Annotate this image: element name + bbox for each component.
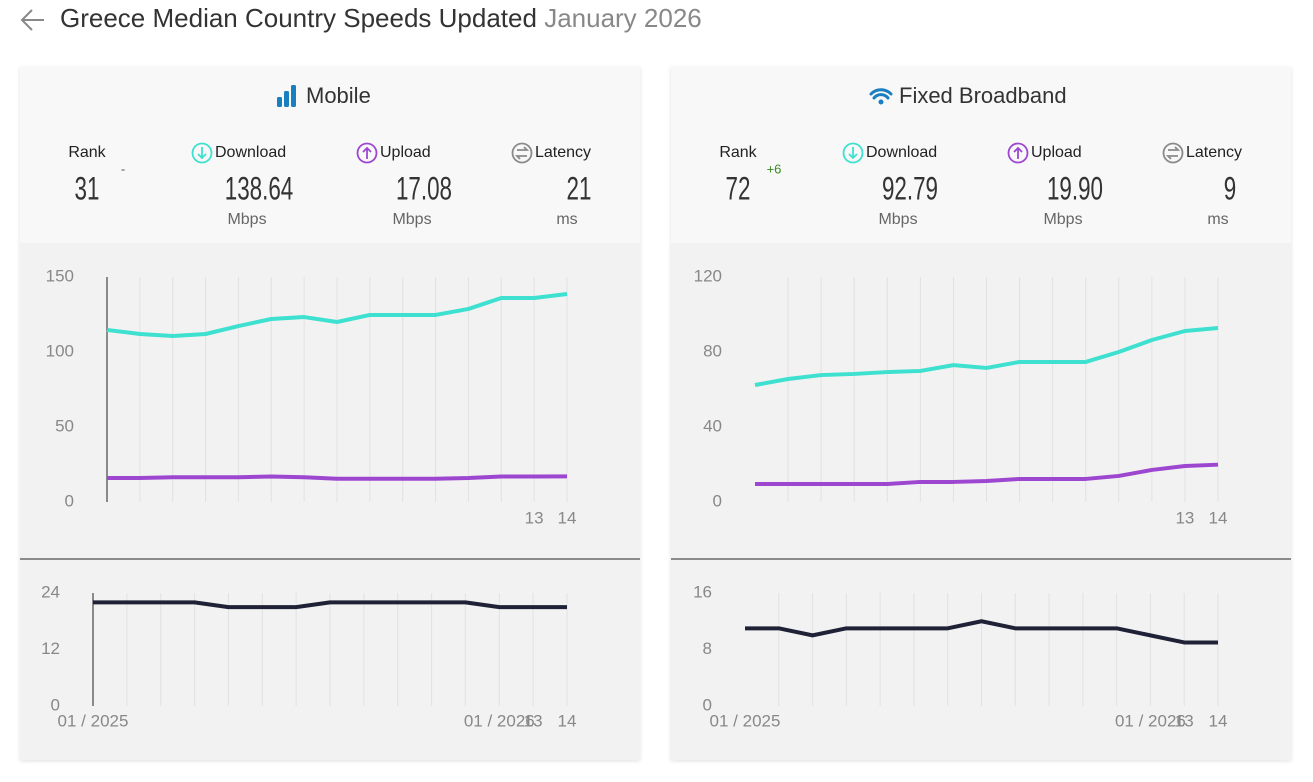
stat-unit: Mbps [1043,211,1082,228]
stat-label: Rank [719,144,757,161]
stat-value: 92.79 [882,170,938,206]
y-tick-label: 0 [703,695,712,714]
x-tick-label: 14 [1209,508,1228,527]
rank-change: - [121,161,125,176]
stat-unit: Mbps [392,211,431,228]
stat-label: Latency [535,144,591,161]
stat-icon-glyph [362,146,372,159]
stat-icon [1007,142,1029,164]
series-line [745,619,1218,645]
panel-title: Fixed Broadband [899,83,1067,108]
stat-icon-glyph [197,147,207,160]
panel-title: Mobile [306,83,371,108]
title-text: Greece Median Country Speeds Updated [60,3,537,33]
stat-unit: ms [1207,211,1228,228]
y-tick-label: 24 [41,582,60,601]
stat-value: 21 [567,170,592,206]
stat-value: 31 [75,170,100,206]
stat-unit: Mbps [878,211,917,228]
series-line [93,600,567,610]
stat-label: Download [866,144,937,161]
stat-label: Rank [68,144,106,161]
y-tick-label: 50 [55,416,74,435]
stat-unit: Mbps [227,211,266,228]
y-tick-label: 80 [703,341,722,360]
series-line [755,462,1219,486]
stat-icon [356,142,378,164]
rank-change: +6 [767,161,782,176]
x-tick-label: 13 [1175,508,1194,527]
page-title: Greece Median Country Speeds Updated Jan… [60,3,702,33]
x-tick-label: 13 [524,711,543,730]
wifi-icon [869,88,893,100]
x-tick-label: 14 [1209,711,1228,730]
y-tick-label: 16 [693,582,712,601]
y-tick-label: 120 [694,266,722,285]
date-text: January 2026 [544,3,702,33]
y-tick-label: 8 [703,639,712,658]
stat-icon [511,142,533,164]
y-tick-label: 100 [46,341,74,360]
wifi-dot [878,99,884,105]
stats-bg [20,67,640,243]
y-tick-label: 40 [703,416,722,435]
stat-value: 19.90 [1047,170,1103,206]
series-line [106,292,568,338]
stat-icon-glyph [1165,146,1181,160]
x-tick-label: 14 [558,711,577,730]
mobile-icon [291,85,296,107]
stat-icon [842,142,864,164]
stat-unit: ms [556,211,577,228]
y-tick-label: 12 [41,639,60,658]
y-tick-label: 0 [713,491,722,510]
stat-label: Latency [1186,144,1242,161]
stat-icon [1162,142,1184,164]
mobile-icon [284,91,289,107]
x-tick-label: 14 [558,508,577,527]
stat-value: 138.64 [225,170,293,206]
panel: Mobile Rank 31 - Download 138.64 Mbps Upload 17.… [20,67,640,760]
x-date-label: 01 / 2026 [1115,711,1186,730]
x-date-label: 01 / 2025 [710,711,781,730]
stat-value: 9 [1224,170,1236,206]
stat-label: Download [215,144,286,161]
series-line [754,326,1219,387]
stat-label: Upload [1031,144,1082,161]
stat-icon [191,142,213,164]
stat-icon-glyph [1013,146,1023,159]
x-date-label: 01 / 2026 [464,711,535,730]
y-tick-label: 0 [65,491,74,510]
stat-icon-glyph [848,147,858,160]
back-arrow[interactable] [20,9,44,31]
stat-value: 72 [726,170,751,206]
x-date-label: 01 / 2025 [58,711,129,730]
stat-icon-glyph [514,146,530,160]
series-line [107,474,568,481]
y-tick-label: 150 [46,266,74,285]
stats-bg [671,67,1291,243]
x-tick-label: 13 [1175,711,1194,730]
stat-label: Upload [380,144,431,161]
panel: Fixed Broadband Rank 72 +6 Download 92.79 Mbps… [671,67,1291,760]
x-tick-label: 13 [525,508,544,527]
mobile-icon [277,97,282,107]
y-tick-label: 0 [51,695,60,714]
stat-value: 17.08 [396,170,452,206]
